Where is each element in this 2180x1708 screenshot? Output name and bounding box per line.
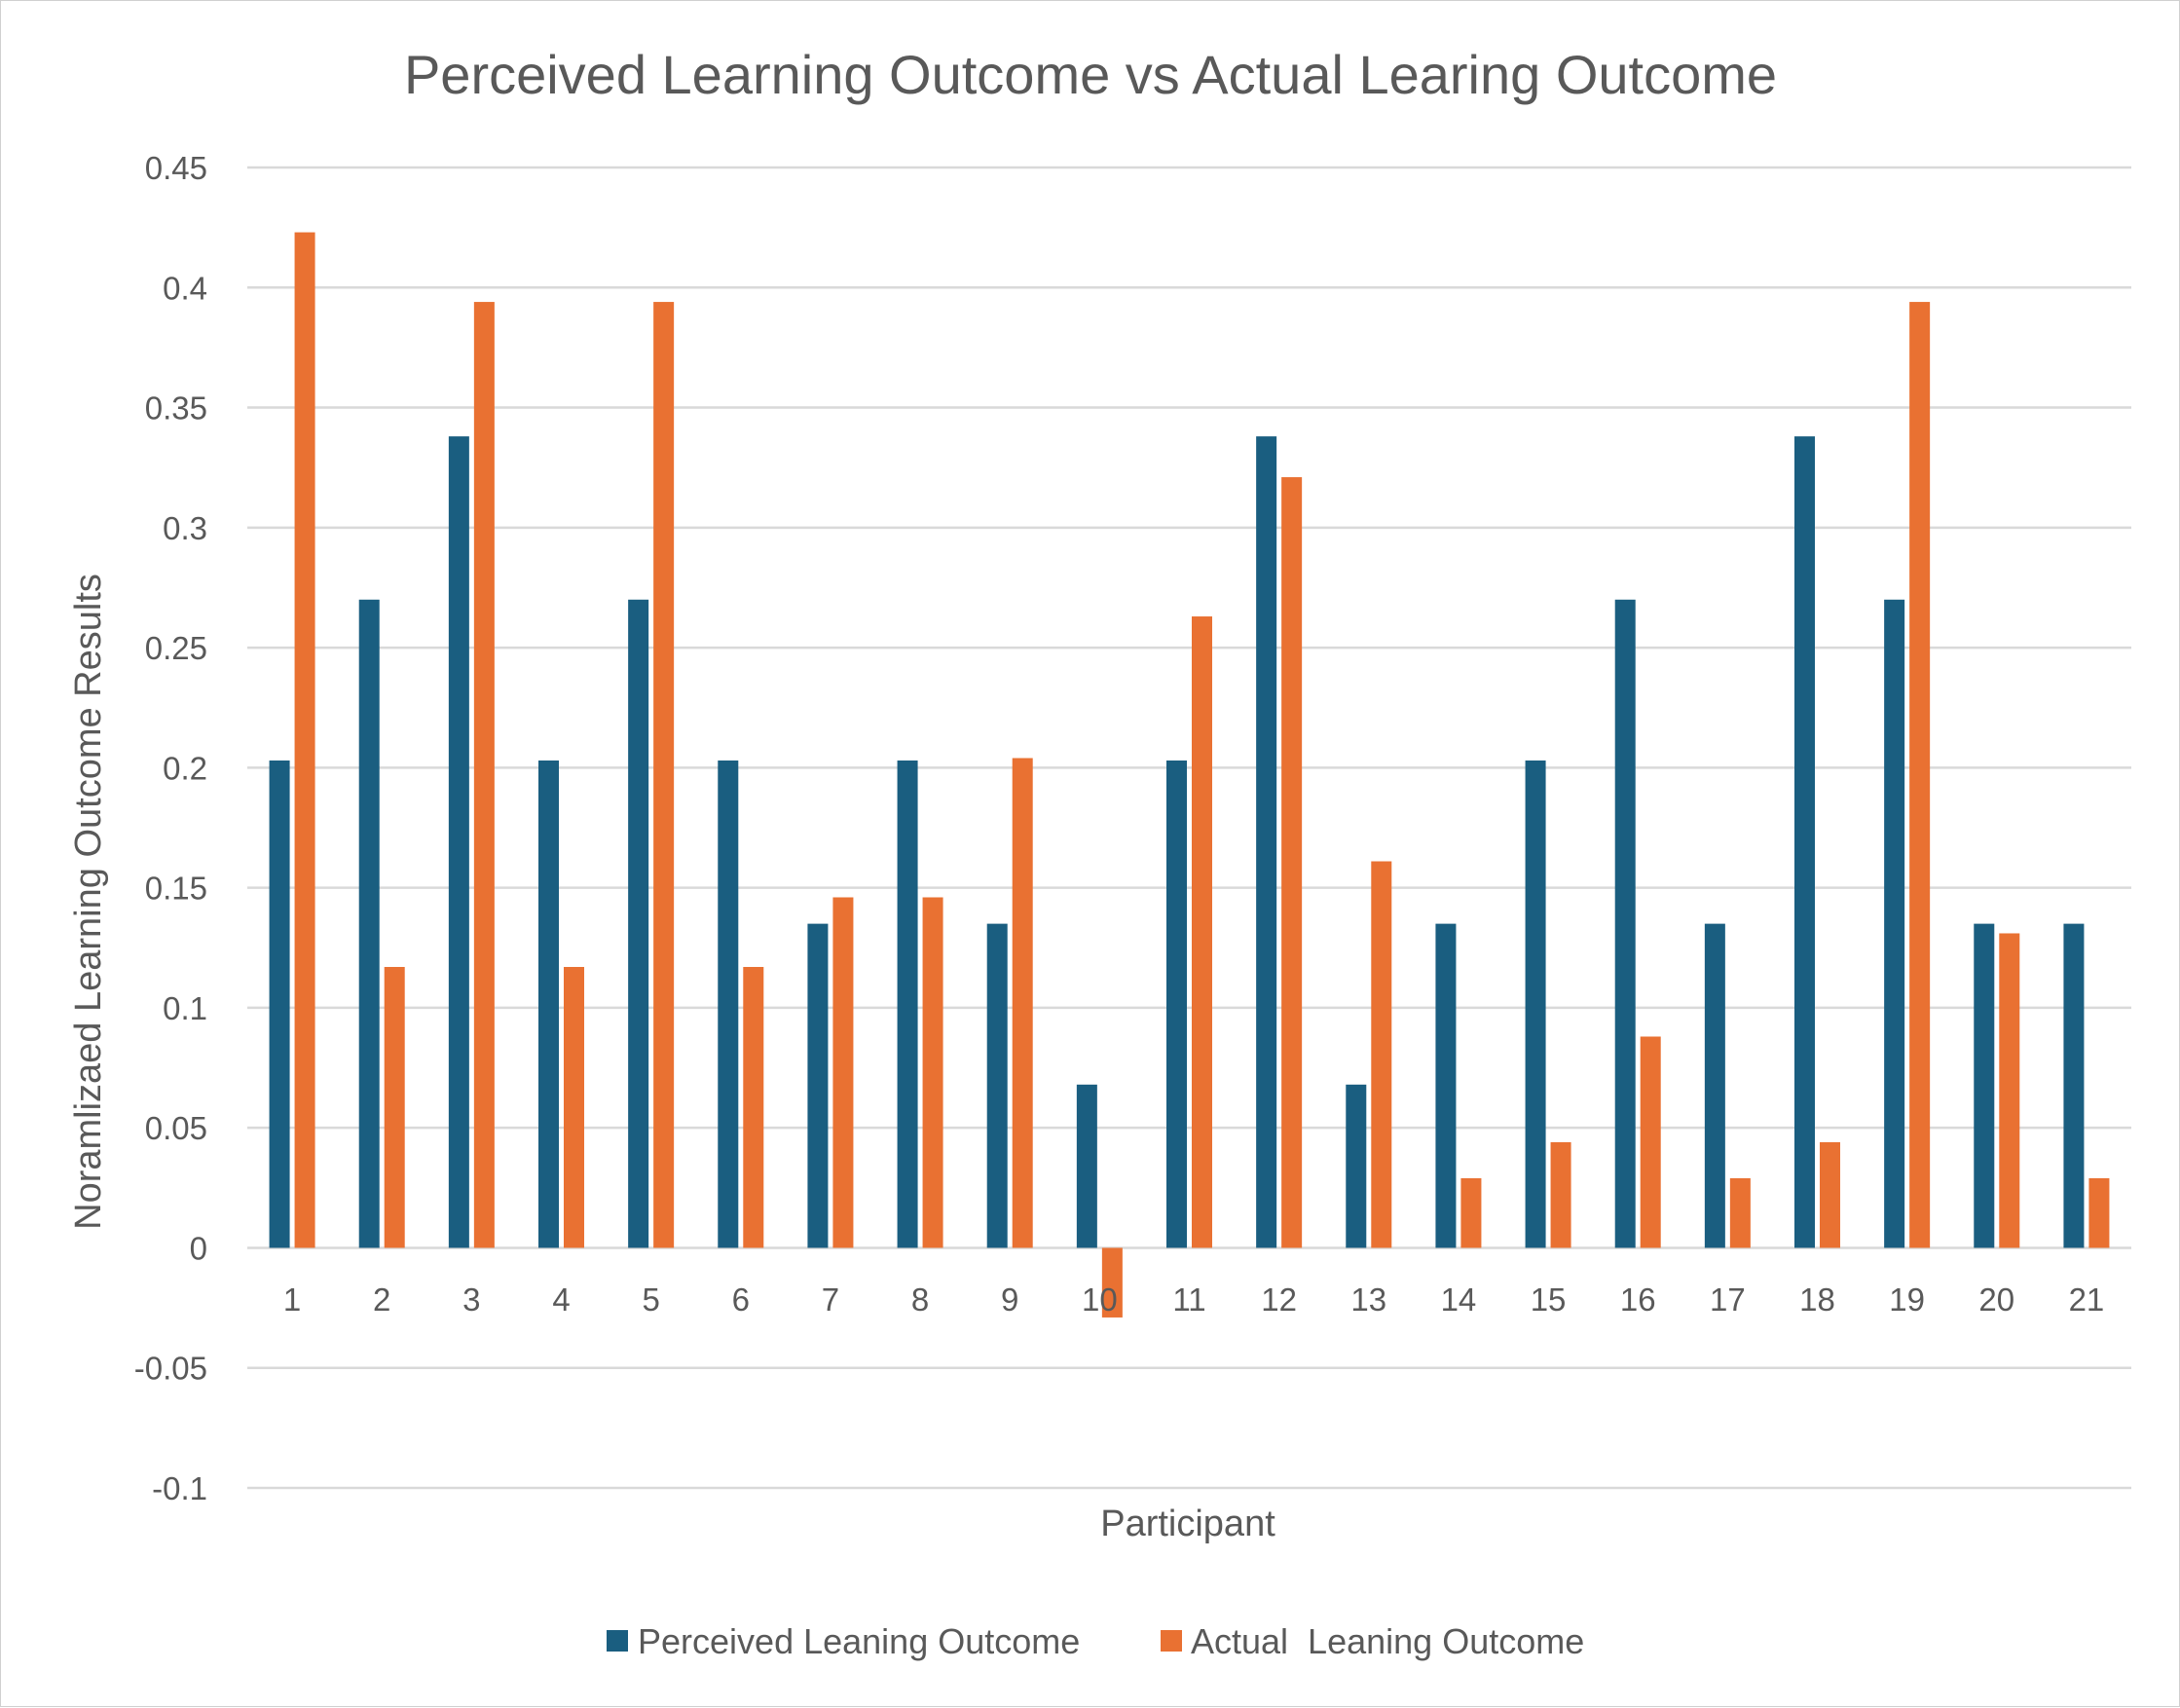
- bar-perceived-1: [269, 760, 290, 1248]
- legend: Perceived Leaning Outcome Actual Leaning …: [607, 1621, 1584, 1661]
- bar-perceived-11: [1166, 760, 1187, 1248]
- legend-label-actual: Actual Leaning Outcome: [1191, 1621, 1584, 1661]
- x-tick-label: 11: [1172, 1281, 1205, 1318]
- bar-actual-21: [2088, 1177, 2110, 1248]
- bar-actual-3: [473, 302, 495, 1248]
- bar-actual-18: [1820, 1141, 1840, 1248]
- x-tick-label: 7: [822, 1281, 839, 1318]
- x-tick-label: 1: [283, 1281, 301, 1318]
- y-axis-tick-labels: -0.1 -0.05 0 0.05 0.1 0.15 0.2 0.25 0.3 0.35 0.4 0.…: [134, 150, 207, 1506]
- bar-actual-13: [1371, 861, 1392, 1248]
- bar-perceived-4: [538, 760, 559, 1248]
- x-tick-label: 3: [462, 1281, 480, 1318]
- y-tick-label: 0.45: [145, 150, 207, 186]
- x-tick-label: 8: [911, 1281, 929, 1318]
- x-tick-label: 21: [2069, 1281, 2105, 1318]
- y-tick-label: -0.1: [152, 1470, 207, 1506]
- x-tick-label: 12: [1261, 1281, 1297, 1318]
- bar-perceived-3: [448, 436, 469, 1248]
- bar-actual-4: [564, 966, 584, 1248]
- y-tick-label: -0.05: [134, 1351, 207, 1387]
- bar-actual-20: [1999, 933, 2020, 1248]
- x-tick-label: 5: [642, 1281, 659, 1318]
- bar-perceived-21: [2063, 923, 2085, 1248]
- bar-perceived-12: [1256, 436, 1277, 1248]
- y-tick-label: 0.15: [145, 871, 207, 907]
- y-tick-label: 0.1: [163, 990, 207, 1026]
- bar-perceived-7: [807, 923, 829, 1248]
- x-tick-label: 17: [1710, 1281, 1746, 1318]
- y-tick-label: 0.05: [145, 1110, 207, 1146]
- x-tick-label: 16: [1620, 1281, 1656, 1318]
- x-tick-label: 20: [1978, 1281, 2014, 1318]
- chart-title: Perceived Learning Outcome vs Actual Lea…: [404, 44, 1777, 105]
- bar-actual-1: [294, 232, 315, 1248]
- x-tick-label: 18: [1799, 1281, 1835, 1318]
- x-axis-title: Participant: [1100, 1504, 1275, 1544]
- x-tick-label: 14: [1441, 1281, 1477, 1318]
- y-tick-label: 0.2: [163, 750, 207, 786]
- bar-perceived-16: [1614, 599, 1636, 1248]
- bar-perceived-13: [1346, 1084, 1367, 1248]
- x-tick-label: 4: [552, 1281, 570, 1318]
- bar-perceived-8: [897, 760, 918, 1248]
- bar-actual-14: [1460, 1177, 1482, 1248]
- x-axis-tick-labels: 1 2 3 4 5 6 7 8 9 10 11 12 13 14 15 16 17 18 19 20 21: [283, 1281, 2104, 1318]
- bar-actual-16: [1640, 1036, 1661, 1248]
- bar-perceived-15: [1525, 760, 1546, 1248]
- bar-actual-6: [743, 966, 764, 1248]
- bar-perceived-6: [718, 760, 739, 1248]
- bar-actual-11: [1192, 616, 1212, 1248]
- y-axis-title: Noramlizaed Learning Outcome Results: [68, 574, 109, 1230]
- bar-perceived-19: [1884, 599, 1905, 1248]
- bar-actual-10: [1101, 1247, 1123, 1318]
- x-tick-label: 2: [373, 1281, 390, 1318]
- bar-actual-2: [384, 966, 405, 1248]
- x-tick-label: 13: [1350, 1281, 1386, 1318]
- bar-actual-8: [922, 897, 943, 1248]
- bar-actual-17: [1729, 1177, 1751, 1248]
- gridlines: [247, 166, 2131, 1490]
- y-tick-label: 0.3: [163, 510, 207, 546]
- bar-actual-7: [832, 897, 854, 1248]
- x-tick-label: 10: [1082, 1281, 1118, 1318]
- y-tick-label: 0.4: [163, 270, 207, 306]
- bars: [269, 232, 2110, 1318]
- bar-perceived-5: [628, 599, 649, 1248]
- bar-actual-9: [1012, 758, 1033, 1248]
- bar-actual-5: [653, 302, 675, 1248]
- legend-swatch-perceived: [607, 1630, 628, 1652]
- bar-perceived-9: [986, 923, 1008, 1248]
- bar-perceived-18: [1794, 436, 1815, 1248]
- x-tick-label: 9: [1001, 1281, 1018, 1318]
- bar-perceived-20: [1974, 923, 1995, 1248]
- bar-actual-15: [1550, 1141, 1571, 1248]
- bar-perceived-2: [358, 599, 380, 1248]
- y-tick-label: 0.35: [145, 390, 207, 427]
- bar-perceived-10: [1076, 1084, 1097, 1248]
- bar-perceived-14: [1435, 923, 1457, 1248]
- bar-actual-19: [1909, 302, 1931, 1248]
- x-tick-label: 19: [1889, 1281, 1925, 1318]
- y-tick-label: 0: [190, 1230, 207, 1266]
- bar-perceived-17: [1704, 923, 1725, 1248]
- y-tick-label: 0.25: [145, 630, 207, 666]
- x-tick-label: 6: [732, 1281, 750, 1318]
- legend-label-perceived: Perceived Leaning Outcome: [638, 1621, 1080, 1661]
- legend-swatch-actual: [1161, 1630, 1182, 1652]
- bar-actual-12: [1281, 477, 1303, 1248]
- x-tick-label: 15: [1531, 1281, 1567, 1318]
